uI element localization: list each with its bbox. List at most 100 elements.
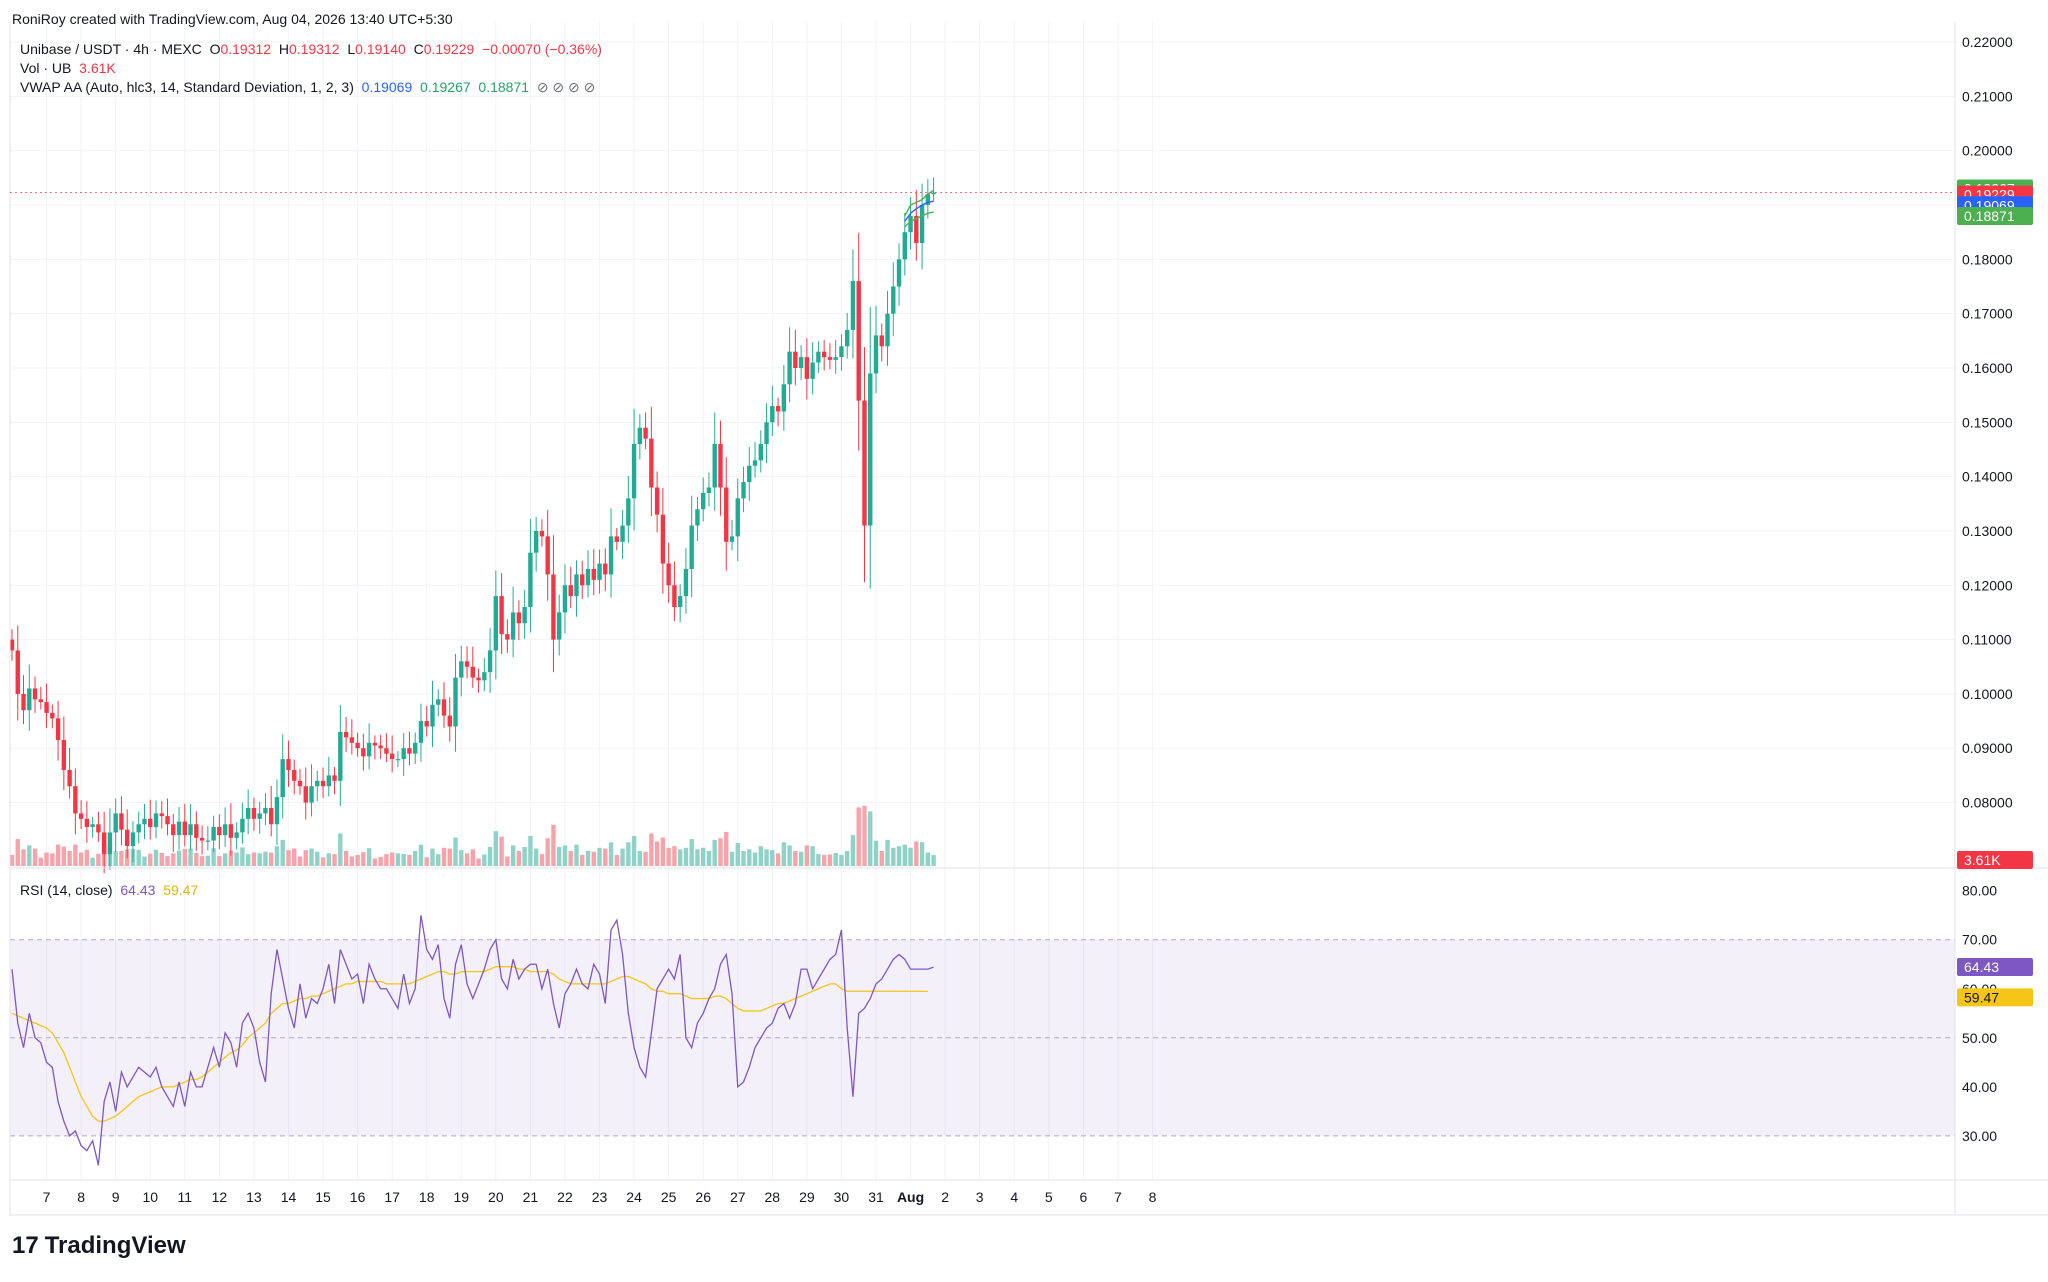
rsi-value: 64.43 <box>120 882 156 898</box>
volume-bar <box>413 850 418 866</box>
candle-body <box>758 444 763 461</box>
volume-bar <box>78 852 84 866</box>
volume-bar <box>453 837 458 866</box>
price-tick-label: 0.15000 <box>1962 414 2013 430</box>
volume-bar <box>113 851 118 866</box>
volume-bar <box>372 858 378 866</box>
candle-body <box>597 563 602 580</box>
candle-body <box>482 672 487 681</box>
volume-bar <box>672 846 677 866</box>
vwap-label: VWAP AA (Auto, hlc3, 14, Standard Deviat… <box>20 79 354 95</box>
candle-body <box>9 639 15 651</box>
volume-bar <box>361 852 366 866</box>
candle-body <box>620 525 625 542</box>
candle-body <box>528 552 533 607</box>
candle-body <box>107 832 113 855</box>
volume-bar <box>591 851 596 866</box>
volume-bar <box>626 842 631 866</box>
candle-body <box>516 612 522 624</box>
candle-body <box>407 748 412 754</box>
candle-body <box>395 759 401 761</box>
volume-bar <box>447 848 452 866</box>
symbol-name[interactable]: Unibase / USDT · 4h · MEXC <box>20 41 202 57</box>
candle-body <box>257 813 262 819</box>
vwap-bands <box>904 189 934 228</box>
x-tick-label: 29 <box>799 1189 815 1205</box>
candle-body <box>286 759 291 770</box>
volume-bar <box>470 849 475 866</box>
volume-bar <box>38 857 43 866</box>
candle-body <box>332 775 337 781</box>
volume-value: 3.61K <box>79 60 116 76</box>
candle-body <box>84 818 90 827</box>
volume-bar <box>493 831 499 866</box>
rsi-tick-label: 80.00 <box>1962 883 1997 899</box>
volume-bar <box>320 857 326 866</box>
x-tick-label: 30 <box>834 1189 850 1205</box>
change-value: −0.00070 (−0.36%) <box>482 41 602 57</box>
candle-body <box>61 740 67 770</box>
candle-body <box>228 824 234 838</box>
x-tick-label: 7 <box>43 1189 51 1205</box>
volume-bar <box>666 847 671 866</box>
candle-body <box>626 498 631 526</box>
volume-bar <box>326 853 331 866</box>
volume-bar <box>153 849 159 866</box>
volume-bar <box>804 845 810 866</box>
candle-body <box>747 465 752 483</box>
candle-body <box>649 438 654 488</box>
volume-legend[interactable]: Vol · UB 3.61K <box>20 60 116 76</box>
candle-body <box>251 807 257 819</box>
candle-body <box>804 357 810 379</box>
candle-body <box>672 585 677 607</box>
candle-body <box>280 759 285 798</box>
volume-bar <box>597 847 602 866</box>
x-tick-label: 10 <box>142 1189 158 1205</box>
price-badges: 0.192670.1922903:49:430.190690.188713.61… <box>1957 179 2033 1007</box>
volume-bar <box>752 852 758 866</box>
volume-bar <box>407 854 412 866</box>
volume-bar <box>562 845 568 866</box>
candle-body <box>816 351 821 363</box>
candle-body <box>580 574 585 586</box>
candle-body <box>873 335 879 374</box>
candle-body <box>487 650 493 673</box>
vwap-hidden-icon[interactable]: ⊘ ⊘ ⊘ ⊘ <box>536 79 596 95</box>
x-tick-label: 27 <box>730 1189 746 1205</box>
x-tick-label: 7 <box>1114 1189 1122 1205</box>
candle-body <box>182 821 187 836</box>
rsi-ma-value: 59.47 <box>163 882 199 898</box>
tradingview-logo[interactable]: 17 TradingView <box>12 1232 186 1260</box>
volume-bar <box>384 854 389 866</box>
volume-bar <box>119 850 124 866</box>
badge-rsi-ma-bg <box>1957 988 2033 1007</box>
candle-body <box>551 574 556 640</box>
candle-body <box>413 742 418 754</box>
candle-body <box>908 215 913 233</box>
volume-bar <box>660 837 666 866</box>
candle-body <box>205 840 211 842</box>
volume-bar <box>188 848 193 866</box>
axes: 7 8 9 10 11 12 13 14 15 16 17 18 19 20 21 22 23 24 25 26 27 2… <box>9 22 2048 1216</box>
volume-bar <box>845 850 850 866</box>
symbol-legend[interactable]: Unibase / USDT · 4h · MEXC O0.19312 H0.1… <box>20 41 602 57</box>
x-tick-label: 18 <box>419 1189 435 1205</box>
volume-bar <box>482 854 487 866</box>
candle-body <box>701 492 706 510</box>
candle-body <box>539 530 545 537</box>
rsi-legend[interactable]: RSI (14, close) 64.43 59.47 <box>20 882 198 898</box>
candle-body <box>234 832 239 838</box>
candle-body <box>654 487 660 515</box>
candle-body <box>148 818 153 827</box>
volume-bar <box>712 839 717 866</box>
candle-body <box>343 731 349 738</box>
vwap-legend[interactable]: VWAP AA (Auto, hlc3, 14, Standard Deviat… <box>20 79 595 96</box>
volume-bar <box>136 849 141 866</box>
volume-bar <box>90 857 95 866</box>
volume-bar <box>73 844 78 866</box>
candle-body <box>240 818 245 833</box>
volume-bar <box>631 835 637 866</box>
candle-body <box>557 612 562 640</box>
